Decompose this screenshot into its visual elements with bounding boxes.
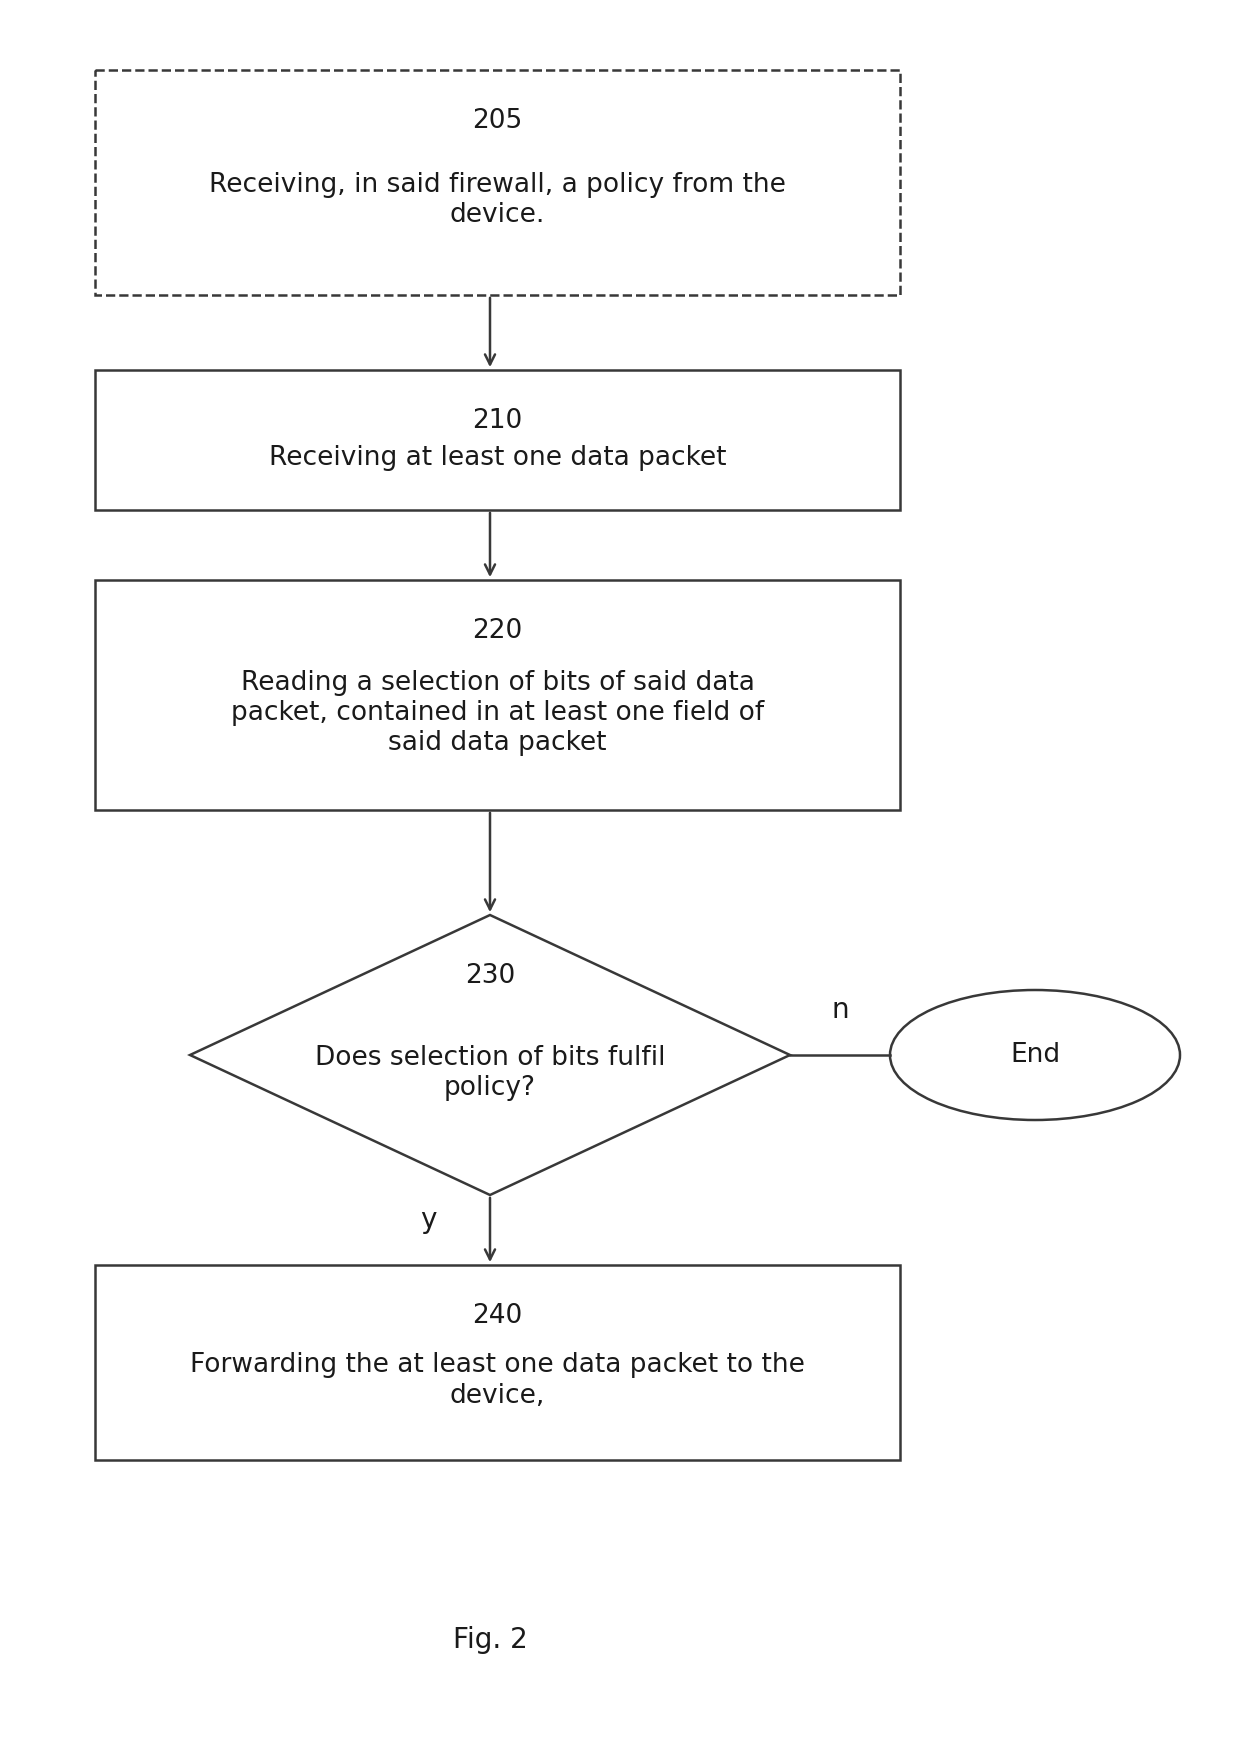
Text: Fig. 2: Fig. 2 [453,1626,527,1654]
Ellipse shape [890,990,1180,1120]
Text: Receiving at least one data packet: Receiving at least one data packet [269,445,727,471]
Text: y: y [420,1205,436,1233]
Text: 240: 240 [472,1303,522,1329]
Polygon shape [190,915,790,1195]
Text: n: n [831,995,849,1025]
FancyBboxPatch shape [95,69,900,295]
Text: End: End [1009,1042,1060,1068]
Text: 210: 210 [472,408,522,434]
Text: 205: 205 [472,108,522,134]
Text: Forwarding the at least one data packet to the
device,: Forwarding the at least one data packet … [190,1353,805,1409]
Text: 230: 230 [465,962,515,988]
FancyBboxPatch shape [95,370,900,511]
Text: 220: 220 [472,618,522,644]
FancyBboxPatch shape [95,580,900,809]
Text: Reading a selection of bits of said data
packet, contained in at least one field: Reading a selection of bits of said data… [231,670,764,756]
FancyBboxPatch shape [95,1265,900,1461]
Text: Receiving, in said firewall, a policy from the
device.: Receiving, in said firewall, a policy fr… [210,172,786,229]
Text: Does selection of bits fulfil
policy?: Does selection of bits fulfil policy? [315,1046,665,1101]
